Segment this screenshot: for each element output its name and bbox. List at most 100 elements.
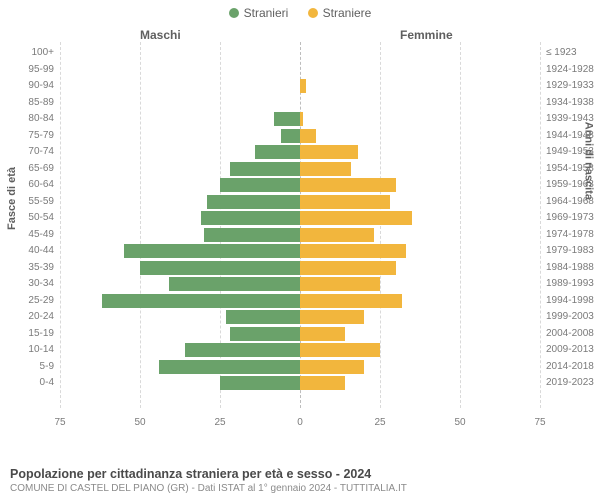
y-tick-age: 20-24 <box>28 311 54 322</box>
x-tick: 25 <box>214 417 225 428</box>
y-tick-age: 90-94 <box>28 80 54 91</box>
legend: Stranieri Straniere <box>0 6 600 21</box>
bar-male <box>201 211 300 225</box>
legend-swatch-male <box>229 8 239 18</box>
y-tick-age: 35-39 <box>28 262 54 273</box>
bar-female <box>300 162 351 176</box>
y-tick-birth: 1949-1953 <box>546 146 594 157</box>
bar-female <box>300 294 402 308</box>
legend-item-male: Stranieri <box>229 6 289 20</box>
y-tick-birth: 1984-1988 <box>546 262 594 273</box>
plot-area: 2525505075750100+≤ 192395-991924-192890-… <box>60 42 540 432</box>
x-tick: 75 <box>54 417 65 428</box>
y-tick-birth: 1959-1963 <box>546 179 594 190</box>
bar-male <box>274 112 300 126</box>
y-tick-birth: 1929-1933 <box>546 80 594 91</box>
y-tick-age: 30-34 <box>28 278 54 289</box>
y-tick-age: 40-44 <box>28 245 54 256</box>
bar-female <box>300 228 374 242</box>
chart-title: Popolazione per cittadinanza straniera p… <box>10 467 590 481</box>
y-tick-birth: 1979-1983 <box>546 245 594 256</box>
bar-male <box>281 129 300 143</box>
bar-female <box>300 112 303 126</box>
bar-male <box>220 178 300 192</box>
y-tick-birth: 1989-1993 <box>546 278 594 289</box>
y-tick-birth: 2019-2023 <box>546 377 594 388</box>
gridline <box>140 42 141 408</box>
bar-female <box>300 244 406 258</box>
x-tick: 75 <box>534 417 545 428</box>
chart-subtitle: COMUNE DI CASTEL DEL PIANO (GR) - Dati I… <box>10 483 590 494</box>
x-tick: 25 <box>374 417 385 428</box>
column-title-left: Maschi <box>140 28 181 42</box>
bar-male <box>102 294 300 308</box>
column-title-right: Femmine <box>400 28 453 42</box>
y-tick-birth: 2004-2008 <box>546 328 594 339</box>
bar-male <box>220 376 300 390</box>
chart-footer: Popolazione per cittadinanza straniera p… <box>10 467 590 494</box>
bar-female <box>300 129 316 143</box>
y-tick-age: 70-74 <box>28 146 54 157</box>
bar-male <box>169 277 300 291</box>
y-tick-birth: ≤ 1923 <box>546 47 577 58</box>
bar-male <box>159 360 300 374</box>
y-tick-age: 55-59 <box>28 196 54 207</box>
bar-male <box>185 343 300 357</box>
bar-female <box>300 261 396 275</box>
bar-male <box>204 228 300 242</box>
y-tick-age: 50-54 <box>28 212 54 223</box>
y-axis-label-left: Fasce di età <box>6 167 18 230</box>
y-tick-birth: 1934-1938 <box>546 97 594 108</box>
bar-female <box>300 360 364 374</box>
bar-female <box>300 327 345 341</box>
y-tick-age: 100+ <box>31 47 54 58</box>
y-tick-age: 60-64 <box>28 179 54 190</box>
y-tick-birth: 1944-1948 <box>546 130 594 141</box>
y-tick-age: 45-49 <box>28 229 54 240</box>
y-tick-birth: 1999-2003 <box>546 311 594 322</box>
y-tick-birth: 1964-1968 <box>546 196 594 207</box>
y-tick-age: 5-9 <box>40 361 54 372</box>
y-tick-age: 0-4 <box>40 377 54 388</box>
bar-male <box>124 244 300 258</box>
bar-female <box>300 343 380 357</box>
y-tick-birth: 2014-2018 <box>546 361 594 372</box>
y-tick-age: 95-99 <box>28 64 54 75</box>
gridline <box>60 42 61 408</box>
bar-female <box>300 195 390 209</box>
x-tick: 50 <box>134 417 145 428</box>
y-tick-birth: 1969-1973 <box>546 212 594 223</box>
legend-label-female: Straniere <box>323 6 372 20</box>
bar-male <box>207 195 300 209</box>
bar-female <box>300 376 345 390</box>
y-tick-age: 10-14 <box>28 344 54 355</box>
bar-male <box>230 162 300 176</box>
bar-male <box>226 310 300 324</box>
bar-female <box>300 211 412 225</box>
y-tick-birth: 1954-1958 <box>546 163 594 174</box>
bar-male <box>140 261 300 275</box>
legend-swatch-female <box>308 8 318 18</box>
bar-female <box>300 178 396 192</box>
gridline <box>460 42 461 408</box>
y-tick-age: 85-89 <box>28 97 54 108</box>
y-tick-birth: 1939-1943 <box>546 113 594 124</box>
bar-female <box>300 310 364 324</box>
x-tick: 0 <box>297 417 303 428</box>
bar-female <box>300 277 380 291</box>
y-tick-birth: 1924-1928 <box>546 64 594 75</box>
y-tick-birth: 1974-1978 <box>546 229 594 240</box>
x-tick: 50 <box>454 417 465 428</box>
bar-female <box>300 145 358 159</box>
y-tick-age: 65-69 <box>28 163 54 174</box>
population-pyramid-chart: Stranieri Straniere Maschi Femmine Fasce… <box>0 0 600 500</box>
legend-label-male: Stranieri <box>244 6 289 20</box>
bar-female <box>300 79 306 93</box>
y-tick-age: 80-84 <box>28 113 54 124</box>
gridline <box>540 42 541 408</box>
y-tick-birth: 2009-2013 <box>546 344 594 355</box>
y-tick-age: 15-19 <box>28 328 54 339</box>
y-tick-birth: 1994-1998 <box>546 295 594 306</box>
bar-male <box>255 145 300 159</box>
gridline <box>380 42 381 408</box>
